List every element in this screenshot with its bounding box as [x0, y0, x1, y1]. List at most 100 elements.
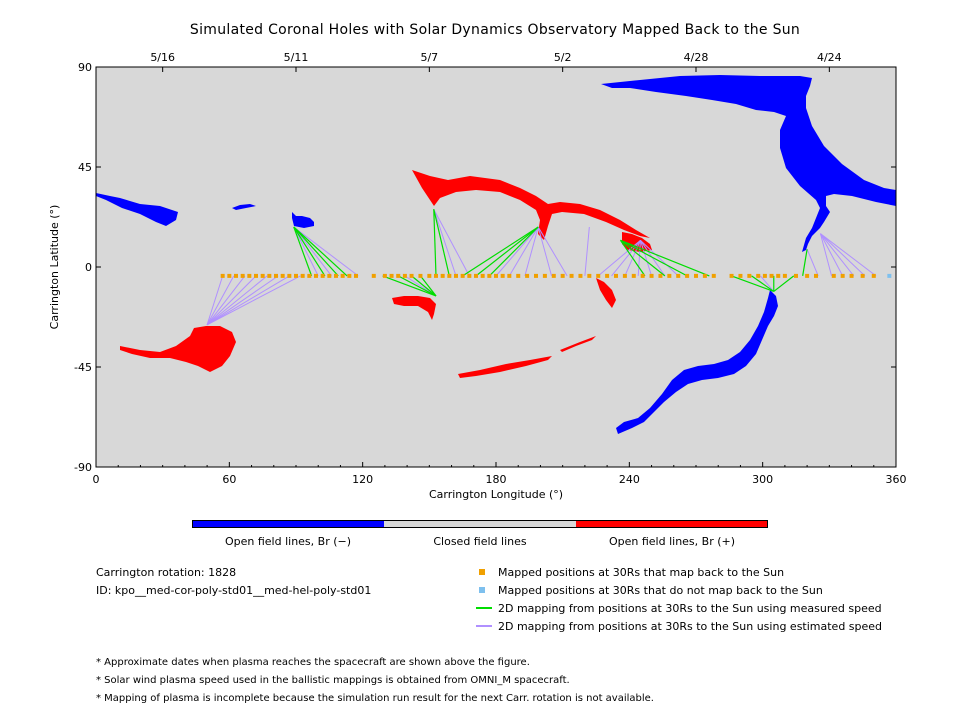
y-tick-label: 90: [78, 61, 92, 74]
mapped-position-point: [280, 273, 285, 278]
measured-mapping-line: [619, 239, 646, 277]
measured-mapping-line: [731, 275, 774, 293]
coronal-hole-negative: [292, 212, 314, 228]
date-tick-label: 5/2: [554, 51, 572, 64]
x-tick-label: 300: [752, 473, 773, 486]
measured-mapping-line: [382, 275, 437, 297]
estimated-mapping-line: [637, 240, 641, 276]
legend-unmapped: Mapped positions at 30Rs that do not map…: [498, 584, 823, 597]
estimated-mapping-line: [760, 275, 775, 292]
colorbar-label-negative: Open field lines, Br (−): [224, 535, 352, 548]
mapped-position-point: [487, 273, 492, 278]
mapped-position-point: [702, 273, 707, 278]
mapped-position-point: [622, 273, 627, 278]
estimated-mapping-line: [206, 275, 279, 326]
mapped-position-point: [776, 273, 781, 278]
estimated-mapping-line: [293, 226, 332, 277]
mapped-position-point: [676, 273, 681, 278]
mapped-position-point: [460, 273, 465, 278]
mapped-position-point: [769, 273, 774, 278]
carrington-rotation: Carrington rotation: 1828: [96, 566, 237, 579]
unmapped-position-point: [887, 273, 892, 278]
coronal-hole-negative: [616, 290, 778, 434]
mapped-position-point: [685, 273, 690, 278]
mapped-position-point: [840, 273, 845, 278]
coronal-hole-positive: [596, 278, 616, 308]
mapped-position-point: [402, 273, 407, 278]
colorbar-label-closed: Closed field lines: [433, 535, 527, 548]
measured-mapping-line: [620, 239, 710, 277]
mapped-position-point: [747, 273, 752, 278]
x-axis-label: Carrington Longitude (°): [429, 488, 563, 501]
mapped-position-point: [494, 273, 498, 278]
date-tick-label: 5/16: [150, 51, 175, 64]
x-tick-label: 60: [222, 473, 236, 486]
mapped-position-point: [507, 273, 512, 278]
estimated-mapping-line: [820, 233, 866, 277]
mapped-position-point: [640, 273, 645, 278]
mapped-position-point: [267, 273, 272, 278]
mapped-position-point: [516, 273, 521, 278]
measured-mapping-line: [293, 226, 339, 277]
measured-mapping-line: [620, 239, 688, 277]
chart-title: Simulated Coronal Holes with Solar Dynam…: [189, 22, 801, 38]
measured-mapping-line: [462, 226, 539, 277]
y-tick-label: 45: [78, 161, 92, 174]
estimated-mapping-line: [640, 239, 679, 277]
date-tick-label: 4/28: [684, 51, 709, 64]
x-tick-label: 120: [352, 473, 373, 486]
measured-mapping-line: [293, 226, 326, 277]
mapped-position-point: [534, 273, 538, 278]
coronal-hole-negative: [96, 193, 178, 226]
mapped-position-point: [711, 273, 716, 278]
estimated-mapping-line: [293, 226, 319, 277]
mapped-position-point: [814, 273, 818, 278]
mapped-position-point: [382, 273, 387, 278]
estimated-mapping-line: [433, 209, 457, 277]
date-tick-label: 5/11: [284, 51, 309, 64]
run-id: ID: kpo__med-cor-poly-std01__med-hel-pol…: [96, 584, 372, 597]
estimated-mapping-line: [206, 275, 301, 326]
colorbar-border: [192, 520, 768, 528]
coronal-hole-positive: [392, 296, 436, 320]
legend-estimated: 2D mapping from positions at 30Rs to the…: [498, 620, 883, 633]
colorbar-negative: [192, 520, 384, 528]
estimated-mapping-line: [597, 239, 641, 277]
mapped-position-point: [240, 273, 245, 278]
estimated-mapping-line: [806, 249, 819, 277]
measured-mapping-line: [433, 209, 450, 277]
measured-mapping-line: [411, 275, 437, 297]
estimated-mapping-line: [206, 275, 290, 326]
mapped-position-point: [409, 273, 414, 278]
mapped-position-point: [596, 273, 601, 278]
estimated-mapping-line: [495, 226, 539, 277]
mapped-position-point: [274, 273, 278, 278]
mapped-position-point: [294, 273, 298, 278]
estimated-mapping-line: [293, 226, 359, 277]
mapped-position-point: [500, 273, 505, 278]
mapped-position-point: [247, 273, 252, 278]
legend-estimated-line: [476, 625, 492, 627]
mapped-position-point: [578, 273, 583, 278]
mapped-position-point: [762, 273, 767, 278]
mapped-position-point: [474, 273, 478, 278]
x-tick-label: 180: [486, 473, 507, 486]
mapped-position-point: [614, 273, 618, 278]
mapped-position-point: [389, 273, 394, 278]
estimated-mapping-line: [537, 226, 553, 277]
mapped-position-point: [560, 273, 565, 278]
mapped-position-point: [300, 273, 305, 278]
mapped-position-point: [860, 273, 865, 278]
colorbar-label-positive: Open field lines, Br (+): [608, 535, 736, 548]
mapped-position-point: [649, 273, 654, 278]
mapped-position-point: [694, 273, 698, 278]
estimated-mapping-line: [206, 275, 268, 326]
mapped-position-point: [667, 273, 672, 278]
mapped-position-point: [587, 273, 592, 278]
x-tick-label: 360: [886, 473, 907, 486]
mapped-position-point: [756, 273, 761, 278]
mapped-position-point: [805, 273, 810, 278]
estimated-mapping-line: [206, 275, 235, 326]
mapped-position-point: [418, 273, 423, 278]
